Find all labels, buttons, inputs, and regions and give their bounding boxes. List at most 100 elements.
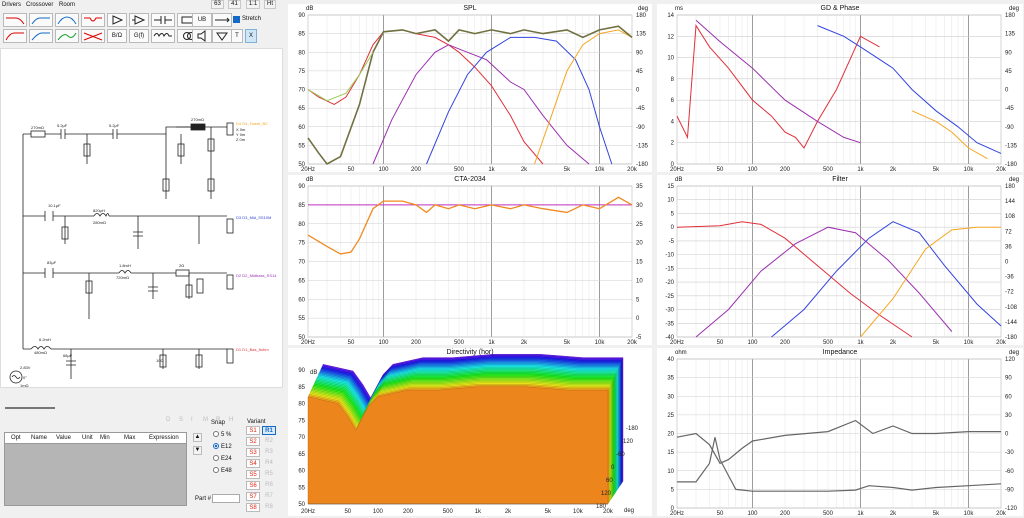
buffer-icon[interactable] <box>107 13 127 27</box>
cta-title: CTA-2034 <box>454 176 486 183</box>
imp-ytick: 15 <box>667 450 674 456</box>
gf-button[interactable]: G(f) <box>129 29 149 43</box>
button-ht[interactable]: Ht <box>264 0 276 9</box>
button-63[interactable]: 63 <box>211 0 224 9</box>
spl-xtick: 200 <box>411 167 422 172</box>
wire-icon[interactable] <box>212 13 232 27</box>
ub-button[interactable]: UB <box>192 13 212 27</box>
label-c3: 10.1μF <box>48 203 61 208</box>
label-c2: 5.2μF <box>109 123 120 128</box>
variant-select-7[interactable]: S7 <box>246 492 260 501</box>
variant-select-4[interactable]: S4 <box>246 459 260 468</box>
driver-label-mid: D3 D3_Mid_SS10M <box>236 215 271 220</box>
dir-angle-tick: -120 <box>621 439 634 445</box>
button-1-1[interactable]: 1:1 <box>246 0 260 9</box>
snap-option-e48[interactable]: E48 <box>213 467 232 474</box>
highpass-filter-button[interactable] <box>29 13 53 27</box>
variant-ref-2[interactable]: R2 <box>265 438 273 444</box>
capacitor-icon[interactable] <box>151 13 175 27</box>
variant-ref-5[interactable]: R5 <box>265 471 273 477</box>
variant-select-1[interactable]: S1 <box>246 426 260 435</box>
cta-xtick: 500 <box>454 340 465 345</box>
gd-phase-panel[interactable]: 14 12 10 8 6 4 2 0 180 135 90 45 0 -45 -90 -135 -180 20Hz… <box>657 4 1023 172</box>
snap-option-e12[interactable]: E12 <box>213 443 232 450</box>
opamp-icon[interactable] <box>129 13 149 27</box>
bandpass-filter-button[interactable] <box>55 13 79 27</box>
filter-ytick: 0 <box>671 225 675 231</box>
directivity-panel[interactable]: 90 85 80 75 70 65 60 55 50 dB 20Hz 50 100 200 500 1k 2k 5… <box>288 348 652 516</box>
spl-ytick-right: 45 <box>636 69 643 75</box>
stretch-checkbox[interactable] <box>233 16 240 23</box>
cta-xtick: 2k <box>521 340 528 345</box>
variant-select-2[interactable]: S2 <box>246 437 260 446</box>
speaker-icon[interactable] <box>192 29 212 43</box>
variant-ref-6[interactable]: R6 <box>265 482 273 488</box>
gd-xtick: 20k <box>996 167 1007 172</box>
filter-ytick-right: 72 <box>1005 229 1012 235</box>
x-label: X <box>248 33 253 39</box>
cta-ytick: 55 <box>298 316 305 322</box>
label-c1: 5.2μF <box>57 123 68 128</box>
variant-ref-8[interactable]: R8 <box>265 504 273 510</box>
crossover-filter-button[interactable] <box>81 29 105 43</box>
bomega-button[interactable]: B/Ω <box>107 29 127 43</box>
lowpass2-filter-button[interactable] <box>3 29 27 43</box>
label-c5: 68μF <box>63 353 73 358</box>
variant-select-6[interactable]: S6 <box>246 481 260 490</box>
variant-select-8[interactable]: S8 <box>246 503 260 512</box>
notch-filter-button[interactable] <box>81 13 105 27</box>
spl-ytick: 90 <box>298 13 305 19</box>
imp-ytick: 35 <box>667 376 674 382</box>
ground-icon[interactable] <box>212 29 232 43</box>
ub-label: UB <box>197 17 207 23</box>
cta-panel[interactable]: 90 85 80 75 70 65 60 55 50 35 30 25 20 15 10 5 0 -5 20Hz 50… <box>288 175 652 345</box>
variant-select-3[interactable]: S3 <box>246 448 260 457</box>
cta-ytick-right: -5 <box>636 335 642 341</box>
variant-select-5[interactable]: S5 <box>246 470 260 479</box>
move-down-button[interactable]: ▼ <box>193 446 202 455</box>
label-c4: 83μF <box>47 260 57 265</box>
optimizer-table[interactable]: Opt Name Value Unit Min Max Expression <box>4 432 187 506</box>
spl-panel[interactable]: 90 85 80 75 70 65 60 55 50 180 135 90 45 0 -45 -90 -135 -… <box>288 4 652 172</box>
variant-ref-3[interactable]: R3 <box>265 449 273 455</box>
gd-ytick: 12 <box>667 34 674 40</box>
snap-option-e24[interactable]: E24 <box>213 455 232 462</box>
variant-ref-4[interactable]: R4 <box>265 460 273 466</box>
snap-e48-label: E48 <box>221 468 232 474</box>
filter-xtick: 500 <box>823 340 834 345</box>
tweeter-gd-curve <box>911 110 988 160</box>
cta-xtick: 50 <box>348 340 355 345</box>
gd-xtick: 500 <box>823 167 834 172</box>
snap-e12-label: E12 <box>221 444 232 450</box>
imp-xtick: 100 <box>747 511 758 516</box>
impedance-panel[interactable]: 40 35 30 25 20 15 10 5 0 120 90 60 30 0 -30 -60 -90 -120 2… <box>657 348 1023 516</box>
part-number-input[interactable] <box>212 494 240 503</box>
spl-ytick: 65 <box>298 106 305 112</box>
filter-panel[interactable]: 15 10 5 0 -5 -10 -15 -20 -25 -30 -35 -40 180 144 108 72… <box>657 175 1023 345</box>
imp-ytick: 20 <box>667 432 674 438</box>
schematic-canvas[interactable]: 270mΩ 5.2μF 5.2μF 270mΩ 10.1μF 820μH 280… <box>0 48 283 388</box>
variant-ref-1[interactable]: R1 <box>262 426 276 435</box>
inductor-icon[interactable] <box>151 29 175 43</box>
highpass2-filter-button[interactable] <box>29 29 53 43</box>
x-button[interactable]: X <box>245 29 257 43</box>
snap-option-5pct[interactable]: 5 % <box>213 431 231 438</box>
dir-xtick: 500 <box>443 509 454 515</box>
label-r5: 2Ω <box>179 263 184 268</box>
menu-room[interactable]: Room <box>59 2 76 8</box>
filter-ytick-right: 108 <box>1005 214 1016 220</box>
cta-ytick: 75 <box>298 241 305 247</box>
button-41[interactable]: 41 <box>228 0 241 9</box>
imp-xtick: 5k <box>933 511 940 516</box>
filter-ytick: -35 <box>665 321 674 327</box>
lowpass-filter-button[interactable] <box>3 13 27 27</box>
menu-crossover[interactable]: Crossover <box>26 2 54 8</box>
allpass-filter-button[interactable] <box>55 29 79 43</box>
status-s: S <box>179 417 184 423</box>
move-up-button[interactable]: ▲ <box>193 433 202 442</box>
menu-drivers[interactable]: Drivers <box>2 2 21 8</box>
gd-ytick-right: 135 <box>1005 32 1016 38</box>
variant-ref-7[interactable]: R7 <box>265 493 273 499</box>
t-button[interactable]: T <box>231 29 243 43</box>
